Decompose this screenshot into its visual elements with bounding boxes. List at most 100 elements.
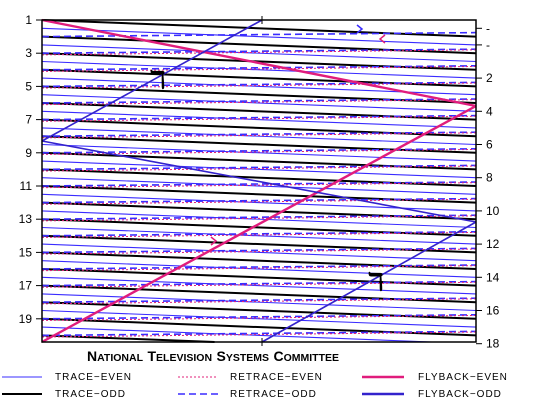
retrace-odd-line [41, 231, 477, 237]
flyback-lines [41, 16, 477, 346]
flyback-even-line [41, 18, 477, 108]
left-axis-label: 19 [19, 312, 33, 326]
retrace-even-line [41, 132, 477, 139]
right-axis-label: 16 [486, 304, 500, 318]
trace-even-line [41, 326, 432, 343]
retrace-even-line [41, 148, 477, 155]
scan-lines [41, 19, 477, 343]
right-axis-label: 8 [486, 171, 493, 185]
left-axis-label: 7 [25, 113, 32, 127]
right-axis-label: 12 [486, 237, 500, 251]
retrace-odd-line [41, 48, 477, 54]
retrace-odd-line [41, 247, 477, 254]
left-axis-label: 9 [25, 146, 32, 160]
flyback-odd-line [41, 19, 263, 142]
trace-direction-arrow-icon [356, 24, 364, 34]
right-axis-label: 4 [486, 104, 493, 118]
title-initial: C [273, 348, 283, 364]
legend-label-flyback-even: FLYBACK−EVEN [418, 372, 508, 383]
trace-even-line [41, 127, 477, 146]
retrace-even-line [41, 215, 477, 222]
right-axis-label: 18 [486, 337, 500, 351]
retrace-odd-line [41, 330, 477, 337]
title-initial: T [147, 348, 156, 364]
retrace-odd-line [41, 148, 477, 154]
left-axis-label: 17 [19, 279, 33, 293]
title-initial: N [87, 348, 97, 364]
trace-even-line [41, 243, 477, 262]
trace-even-line [41, 177, 477, 195]
retrace-marker: ℸ [368, 269, 383, 296]
right-axis-label: 2 [486, 71, 493, 85]
diagram-title: NATIONAL TELEVISION SYSTEMS COMMITTEE [87, 348, 339, 365]
retrace-odd-line [41, 98, 477, 104]
trace-even-line [41, 210, 477, 229]
title-word: ATIONAL [97, 352, 143, 364]
retrace-even-line [41, 281, 477, 288]
left-axis-label: 15 [19, 245, 33, 259]
retrace-even-line [41, 198, 477, 205]
left-axis-label: 3 [25, 46, 32, 60]
right-axis: - - 2 4 6 8 10 12 14 16 18 [476, 21, 500, 351]
retrace-marker: ℸ [150, 67, 165, 94]
retrace-odd-line [41, 31, 477, 38]
trace-even-line [41, 293, 477, 312]
raster-frame [41, 19, 477, 343]
retrace-even-line [41, 165, 477, 172]
legend-label-flyback-odd: FLYBACK−ODD [418, 389, 502, 400]
retrace-even-line [41, 99, 477, 106]
trace-even-line [41, 143, 477, 162]
flyback-odd-line [41, 140, 477, 223]
legend-label-trace-even: TRACE−EVEN [55, 372, 132, 383]
trace-even-line [41, 226, 477, 245]
flyback-odd-line [261, 221, 477, 343]
trace-even-line [41, 193, 477, 212]
title-word: ELEVISION [156, 352, 212, 364]
left-axis-label: 11 [20, 179, 33, 193]
direction-arrows [210, 24, 386, 246]
right-axis-label: 14 [486, 270, 500, 284]
retrace-odd-line [41, 214, 477, 220]
retrace-odd-line [41, 131, 477, 137]
trace-even-line [41, 309, 477, 328]
title-word: OMMITTEE [284, 352, 339, 364]
trace-even-line [41, 276, 477, 295]
retrace-odd-line [41, 164, 477, 171]
retrace-odd-line [41, 181, 477, 187]
retrace-odd-line [41, 280, 477, 287]
title-word: YSTEMS [226, 352, 269, 364]
retrace-even-line [41, 82, 477, 89]
trace-even-line [41, 260, 477, 278]
retrace-even-line [41, 265, 477, 272]
retrace-odd-line [41, 197, 477, 204]
legend: TRACE−EVEN TRACE−ODD RETRACE−EVEN RETRAC… [2, 372, 508, 400]
legend-label-retrace-even: RETRACE−EVEN [230, 372, 323, 383]
retrace-even-line [41, 248, 477, 255]
retrace-even-line [41, 115, 477, 122]
right-axis-label: 10 [486, 204, 500, 218]
retrace-even-line [41, 49, 477, 56]
retrace-odd-line [41, 264, 477, 270]
trace-even-line [41, 110, 477, 129]
left-axis-label: 13 [19, 212, 33, 226]
trace-even-line [41, 27, 477, 46]
retrace-odd-line [41, 81, 477, 88]
trace-odd-line [41, 19, 477, 38]
title-initial: S [217, 348, 226, 364]
right-axis-label: - [486, 38, 490, 52]
trace-even-line [41, 94, 477, 112]
retrace-odd-line [41, 65, 477, 71]
retrace-odd-line [41, 114, 477, 121]
flyback-direction-arrow-icon [210, 236, 218, 246]
retrace-direction-arrow-icon [378, 34, 386, 44]
retrace-even-line [41, 331, 477, 338]
retrace-even-line [41, 65, 477, 72]
retrace-even-line [41, 231, 477, 238]
retrace-even-line [41, 182, 477, 189]
right-axis-label: 6 [486, 138, 493, 152]
retrace-even-line [41, 298, 477, 305]
left-axis-label: 5 [25, 79, 32, 93]
trace-even-line [41, 44, 477, 63]
